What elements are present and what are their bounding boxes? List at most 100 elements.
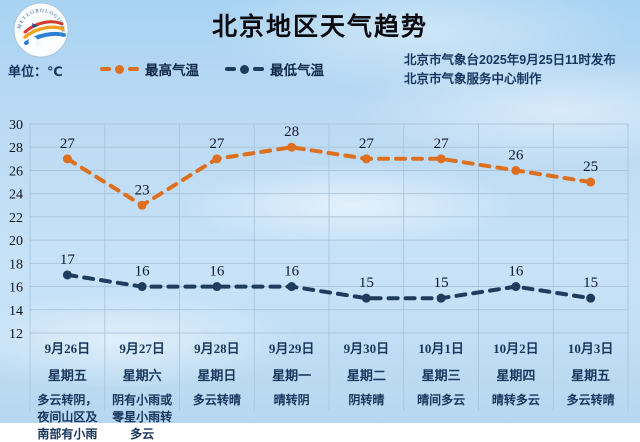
date-label: 9月26日 bbox=[44, 341, 91, 356]
data-point-high bbox=[511, 165, 521, 175]
data-point-low bbox=[62, 270, 72, 280]
value-label: 15 bbox=[359, 275, 374, 291]
data-point-low bbox=[361, 293, 371, 303]
weekday-label: 星期六 bbox=[122, 368, 162, 383]
y-axis-tick: 22 bbox=[9, 211, 23, 226]
day-column: 10月3日星期五多云转晴 bbox=[553, 334, 628, 442]
meteorological-service-logo: METEOROLOGICAL SERVICE bbox=[12, 1, 69, 58]
data-point-low bbox=[137, 282, 147, 292]
date-label: 9月28日 bbox=[194, 341, 240, 356]
data-point-high bbox=[212, 154, 222, 164]
data-point-high bbox=[137, 200, 147, 210]
data-point-low bbox=[511, 282, 521, 292]
value-label: 16 bbox=[135, 264, 151, 280]
value-label: 27 bbox=[359, 136, 375, 152]
x-axis-labels: 9月26日 星期五 多云转阴，夜间山区及南部有小雨 9月27日 星期六 阴有小雨或零星小雨… bbox=[30, 334, 628, 442]
date-label: 9月30日 bbox=[343, 341, 390, 356]
issued-line: 北京市气象台2025年9月25日11时发布 bbox=[404, 53, 616, 67]
weekday-label: 星期一 bbox=[272, 368, 312, 383]
value-label: 27 bbox=[434, 136, 450, 152]
weather-label: 晴间多云 bbox=[417, 393, 466, 407]
unit-label: 单位：℃ bbox=[8, 64, 63, 79]
high-temp-dash-icon bbox=[128, 67, 139, 71]
value-label: 16 bbox=[508, 264, 524, 280]
publish-info: 北京市气象台2025年9月25日11时发布 北京市气象服务中心制作 bbox=[404, 51, 636, 90]
chart-legend: 最高气温 最低气温 bbox=[100, 59, 324, 79]
weather-label: 晴转多云 bbox=[491, 393, 540, 407]
weather-label: 晴转阴 bbox=[273, 393, 310, 407]
value-label: 15 bbox=[434, 275, 449, 291]
low-temp-line bbox=[65, 272, 593, 301]
weather-label: 多云转晴 bbox=[192, 393, 241, 407]
y-axis-tick: 30 bbox=[9, 118, 23, 133]
day-column: 9月30日星期二阴转晴 bbox=[329, 334, 404, 442]
day-column: 9月26日星期五多云转阴，夜间山区及南部有小雨 bbox=[30, 334, 105, 442]
data-point-high bbox=[586, 177, 596, 187]
data-point-high bbox=[361, 154, 371, 164]
weekday-label: 星期五 bbox=[47, 368, 87, 383]
y-axis-tick: 28 bbox=[9, 141, 23, 156]
weekday-label: 星期三 bbox=[421, 368, 461, 383]
data-point-low bbox=[436, 293, 446, 303]
y-axis-tick: 14 bbox=[9, 304, 23, 319]
value-label: 28 bbox=[284, 124, 299, 140]
day-column: 10月2日星期四晴转多云 bbox=[479, 334, 554, 442]
value-label: 25 bbox=[583, 159, 598, 175]
date-label: 10月3日 bbox=[567, 341, 614, 356]
legend-item: 最低气温 bbox=[225, 59, 324, 79]
y-axis-tick: 16 bbox=[9, 281, 23, 296]
value-label: 17 bbox=[60, 252, 76, 268]
value-label: 15 bbox=[583, 275, 598, 291]
date-label: 9月29日 bbox=[268, 341, 315, 356]
weather-label: 阴有小雨或零星小雨转多云 bbox=[112, 393, 173, 441]
data-point-high bbox=[287, 142, 297, 152]
weather-label: 多云转晴 bbox=[566, 393, 615, 407]
trend-chart: 30 28 26 24 22 20 18 16 14 12 27 23 27 28 27 27 26 25 17 16… bbox=[9, 118, 629, 411]
value-label: 27 bbox=[209, 136, 225, 152]
weather-label: 阴转晴 bbox=[348, 393, 385, 407]
page-title: 北京地区天气趋势 bbox=[211, 14, 428, 41]
day-column: 10月1日星期三晴间多云 bbox=[404, 334, 479, 442]
logo-arrow bbox=[32, 23, 38, 28]
weekday-label: 星期二 bbox=[346, 368, 386, 383]
y-axis-tick: 18 bbox=[9, 257, 23, 272]
day-column: 9月29日星期一晴转阴 bbox=[254, 334, 329, 442]
y-axis-tick: 26 bbox=[9, 164, 23, 179]
weekday-label: 星期四 bbox=[496, 368, 536, 383]
logo-cloud-2 bbox=[34, 39, 42, 47]
y-axis-tick: 24 bbox=[9, 188, 23, 203]
produced-line: 北京市气象服务中心制作 bbox=[404, 72, 542, 87]
weather-label: 多云转阴，夜间山区及南部有小雨 bbox=[37, 393, 98, 441]
legend-label-high: 最高气温 bbox=[145, 63, 199, 78]
day-column: 9月27日星期六阴有小雨或零星小雨转多云 bbox=[105, 334, 180, 442]
legend-item: 最高气温 bbox=[100, 59, 199, 79]
data-point-low bbox=[287, 282, 297, 292]
data-point-high bbox=[62, 154, 72, 164]
low-temp-dash-icon bbox=[253, 67, 264, 71]
value-label: 16 bbox=[209, 264, 225, 280]
low-temp-dash-icon bbox=[225, 67, 236, 71]
low-temp-dot-icon bbox=[240, 64, 249, 74]
data-point-high bbox=[436, 154, 446, 164]
high-temp-dot-icon bbox=[115, 64, 124, 74]
date-label: 10月2日 bbox=[493, 341, 539, 356]
value-label: 27 bbox=[60, 136, 76, 152]
high-temp-dash-icon bbox=[100, 67, 111, 71]
legend-label-low: 最低气温 bbox=[270, 63, 324, 78]
high-temp-line bbox=[65, 145, 593, 208]
y-axis-tick: 20 bbox=[9, 234, 23, 249]
value-label: 16 bbox=[284, 264, 300, 280]
weekday-label: 星期日 bbox=[197, 368, 237, 383]
data-point-low bbox=[212, 282, 222, 292]
day-column: 9月28日星期日多云转晴 bbox=[180, 334, 255, 442]
y-axis-tick: 12 bbox=[9, 327, 23, 342]
value-label: 23 bbox=[135, 182, 150, 198]
logo-red-swoosh bbox=[23, 20, 64, 34]
date-label: 10月1日 bbox=[418, 341, 464, 356]
weekday-label: 星期五 bbox=[571, 368, 611, 383]
value-label: 26 bbox=[508, 147, 524, 163]
logo-orange-swoosh bbox=[23, 25, 65, 39]
date-label: 9月27日 bbox=[119, 341, 165, 356]
data-point-low bbox=[586, 293, 596, 303]
